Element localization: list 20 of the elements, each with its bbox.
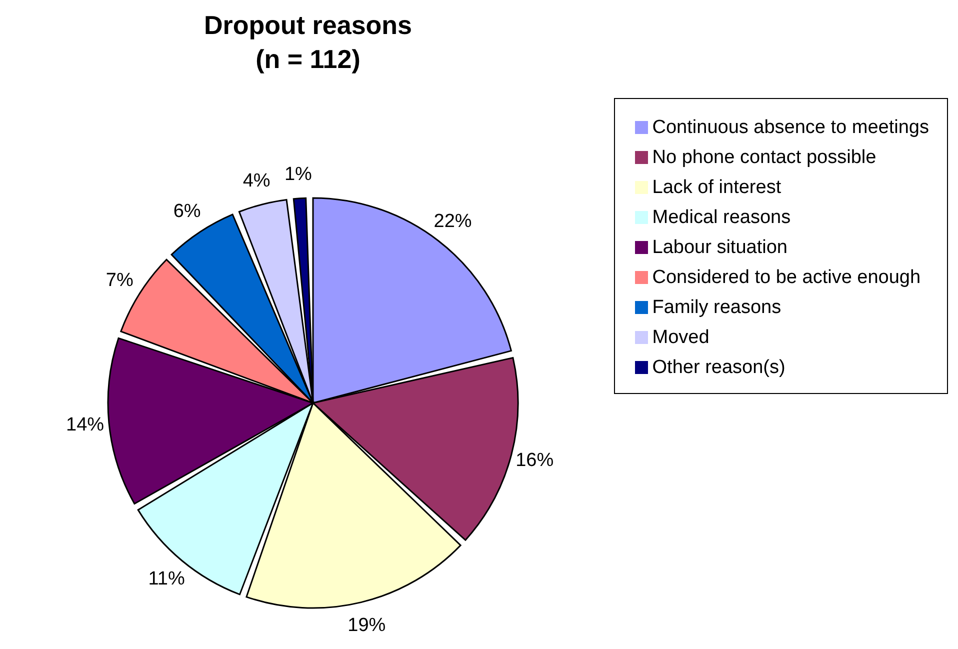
data-label: 1% [284, 164, 312, 185]
data-label: 4% [242, 170, 270, 192]
data-label: 14% [66, 414, 104, 436]
data-label: 6% [173, 201, 201, 222]
data-label: 16% [516, 450, 554, 472]
legend-label: Moved [652, 327, 710, 348]
legend-label: Medical reasons [652, 207, 791, 228]
legend-label: Other reason(s) [652, 357, 786, 378]
data-label: 11% [148, 568, 185, 590]
data-label: 7% [106, 270, 134, 291]
chart-subtitle: (n = 112) [254, 43, 362, 76]
legend-label: Continuous absence to meetings [652, 117, 929, 138]
legend-label: No phone contact possible [652, 147, 876, 168]
legend-label: Family reasons [652, 297, 782, 318]
legend-label: Lack of interest [652, 177, 782, 198]
legend-label: Considered to be active enough [652, 267, 921, 288]
data-label: 22% [434, 211, 472, 232]
chart-title: Dropout reasons [202, 9, 414, 42]
legend-label: Labour situation [652, 237, 788, 258]
data-label: 19% [348, 615, 386, 636]
